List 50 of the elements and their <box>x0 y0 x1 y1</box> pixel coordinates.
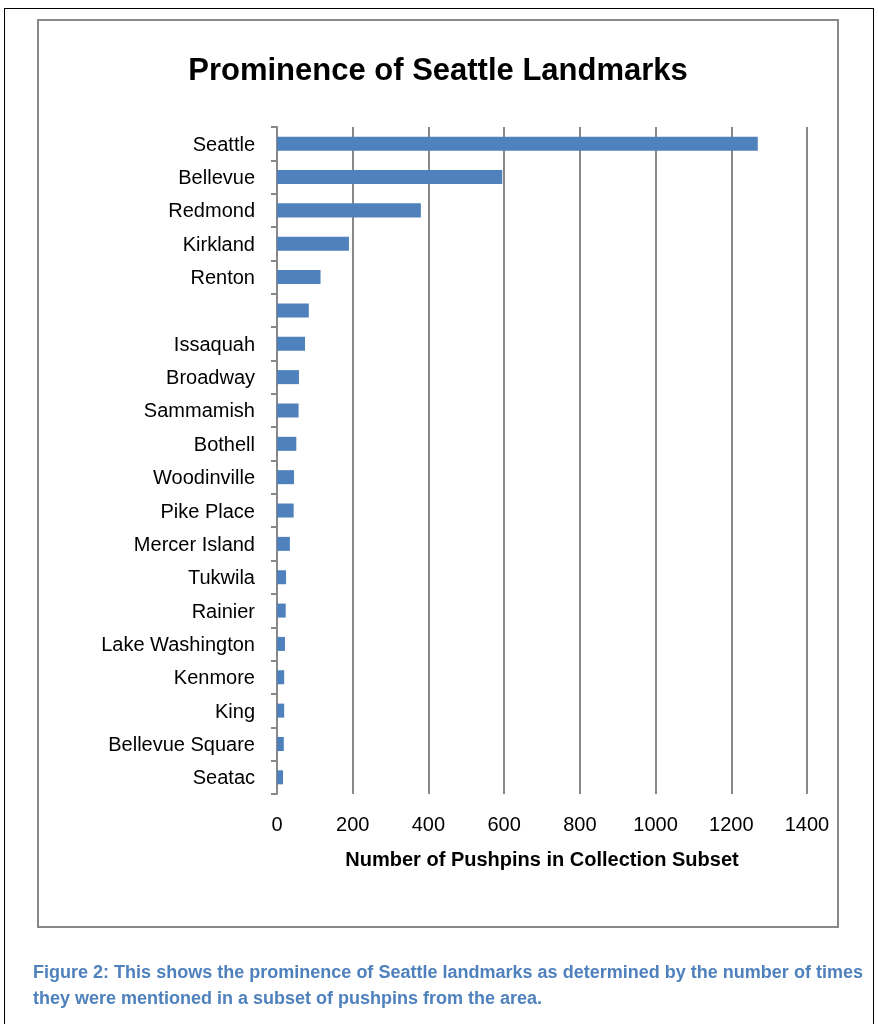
y-tick-label: Mercer Island <box>133 532 255 555</box>
x-axis-title: Number of Pushpins in Collection Subset <box>345 848 740 870</box>
x-tick-label: 0 <box>271 813 283 835</box>
x-tick-label: 800 <box>563 813 597 835</box>
x-tick-label: 600 <box>487 813 521 835</box>
bar <box>277 770 284 785</box>
x-tick-label: 1200 <box>709 813 754 835</box>
y-tick-label: Tukwila <box>187 566 256 589</box>
bar <box>277 570 287 585</box>
y-tick-label: Kirkland <box>182 232 255 255</box>
y-tick-label: Lake Washington <box>101 632 255 655</box>
y-tick-label: Sammamish <box>143 399 255 422</box>
y-tick-label: Rainier <box>191 599 256 622</box>
y-tick-label: Woodinville <box>153 466 255 489</box>
y-tick-label: King <box>214 699 255 722</box>
y-tick-label: Bothell <box>193 432 255 455</box>
bar <box>277 336 306 351</box>
y-tick-label: Seattle <box>192 132 255 155</box>
bar <box>277 203 421 218</box>
caption: Figure 2: This shows the prominence of Seattle landmarks as determined by the number of times they were mentioned in a subset of pushpins from the area. <box>33 961 863 1010</box>
x-tick-label: 200 <box>336 813 370 835</box>
bar <box>277 236 349 251</box>
bar <box>277 670 285 685</box>
y-tick-label: Redmond <box>168 199 255 222</box>
y-tick-label: Seatac <box>192 766 255 789</box>
bar <box>277 170 503 185</box>
bar <box>277 303 309 318</box>
bar <box>277 603 286 618</box>
y-tick-label: Kenmore <box>173 666 255 689</box>
bar <box>277 370 299 385</box>
bar <box>277 736 284 751</box>
bar <box>277 270 321 285</box>
x-tick-label: 400 <box>411 813 446 835</box>
bar <box>277 703 285 718</box>
bar <box>277 436 297 451</box>
x-tick-label: 1400 <box>784 813 830 835</box>
y-tick-label: Renton <box>190 266 255 289</box>
chart-title: Prominence of Seattle Landmarks <box>188 52 688 87</box>
x-tick-label: 1000 <box>633 813 678 835</box>
bar <box>277 503 294 518</box>
bar <box>277 470 295 485</box>
y-tick-label: Bellevue Square <box>108 732 255 755</box>
bar <box>277 536 290 551</box>
y-tick-label: Bellevue <box>178 166 255 189</box>
y-tick-label: Pike Place <box>160 499 255 522</box>
y-tick-label: Broadway <box>166 366 255 389</box>
bar <box>277 636 285 651</box>
bar <box>277 403 299 418</box>
bar <box>277 136 758 151</box>
y-tick-label: Issaquah <box>173 332 255 355</box>
